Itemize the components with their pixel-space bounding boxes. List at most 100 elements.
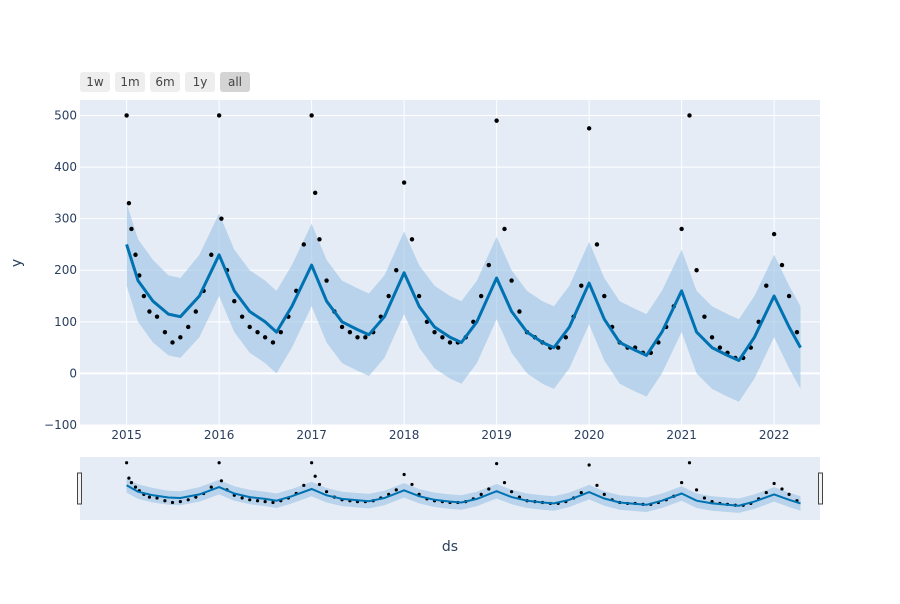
observed-point — [447, 340, 453, 345]
slider-point — [263, 500, 267, 504]
slider-point — [394, 488, 398, 492]
slider-point — [271, 500, 275, 505]
y-tick-label: 500 — [54, 108, 77, 122]
range-button-all[interactable]: all — [220, 72, 250, 92]
slider-point — [402, 472, 406, 477]
slider-point — [240, 496, 244, 500]
slider-point — [479, 492, 483, 496]
observed-point — [232, 298, 237, 304]
range-button-1w[interactable]: 1w — [80, 72, 110, 92]
observed-point — [324, 278, 329, 283]
uncertainty-band-area — [126, 203, 801, 402]
slider-point — [170, 500, 175, 505]
observed-point — [794, 329, 800, 335]
observed-point — [239, 314, 245, 319]
observed-point — [687, 113, 692, 118]
observed-point — [162, 329, 168, 335]
observed-point — [494, 118, 499, 123]
slider-point — [602, 492, 606, 496]
range-button-label: 6m — [155, 75, 174, 89]
slider-point — [587, 463, 591, 467]
range-button-bg — [220, 72, 250, 92]
slider-point — [310, 461, 314, 465]
slider-point — [787, 492, 791, 496]
range-button-1y[interactable]: 1y — [185, 72, 215, 92]
slider-point — [217, 461, 221, 465]
x-tick-label: 2015 — [111, 428, 142, 442]
observed-point — [709, 335, 715, 340]
observed-point — [312, 190, 318, 196]
range-slider-right-handle[interactable] — [818, 472, 823, 505]
range-button-bg — [80, 72, 110, 92]
x-axis-title: ds — [442, 539, 458, 555]
range-slider[interactable] — [77, 457, 823, 520]
observed-point — [416, 293, 422, 299]
range-slider-left-handle[interactable] — [77, 472, 82, 505]
y-tick-label: 300 — [54, 212, 77, 226]
slider-point — [764, 490, 768, 495]
observed-point — [556, 345, 561, 350]
uncertainty-band — [126, 203, 801, 402]
observed-point — [509, 278, 514, 283]
observed-point — [502, 226, 507, 232]
observed-point — [394, 268, 399, 273]
observed-point — [126, 200, 132, 206]
observed-point — [347, 329, 353, 335]
x-tick-label: 2017 — [296, 428, 327, 442]
slider-point — [127, 476, 131, 480]
slider-point — [194, 495, 198, 499]
observed-point — [679, 226, 684, 232]
observed-point — [764, 283, 769, 288]
observed-point — [771, 231, 777, 237]
range-button-label: 1w — [86, 75, 104, 89]
observed-point — [278, 329, 283, 335]
slider-point — [129, 481, 134, 485]
x-tick-label: 2019 — [481, 428, 512, 442]
slider-point — [178, 500, 182, 504]
slider-point — [410, 482, 414, 487]
y-axis-ticks: −100 0 100 200 300 400 500 — [44, 108, 77, 432]
observed-point — [786, 293, 792, 299]
slider-point — [313, 474, 317, 478]
slider-point — [509, 490, 514, 494]
observed-point — [432, 329, 437, 335]
x-axis-ticks: 2015 2016 2017 2018 2019 2020 2021 2022 — [111, 428, 789, 442]
range-button-6m[interactable]: 6m — [150, 72, 180, 92]
observed-point — [517, 309, 522, 314]
observed-point — [255, 329, 260, 335]
observed-point — [717, 345, 723, 350]
slider-point — [125, 461, 129, 465]
observed-point — [219, 216, 224, 221]
slider-point — [694, 488, 699, 492]
slider-point — [147, 495, 152, 499]
observed-point — [586, 126, 592, 131]
observed-point — [129, 226, 134, 232]
range-button-label: 1m — [120, 75, 139, 89]
observed-point — [594, 242, 600, 247]
observed-point — [486, 262, 491, 268]
slider-point — [780, 487, 784, 491]
observed-point — [401, 180, 407, 185]
slider-point — [255, 499, 260, 503]
observed-point — [409, 237, 415, 242]
x-tick-label: 2018 — [389, 428, 420, 442]
range-button-1m[interactable]: 1m — [115, 72, 145, 92]
observed-point — [124, 113, 129, 118]
observed-point — [170, 340, 175, 345]
trend-line — [125, 243, 802, 362]
observed-point — [317, 237, 322, 242]
slider-point — [595, 483, 599, 487]
observed-point — [579, 283, 584, 288]
y-axis-title: y — [9, 259, 25, 267]
slider-point — [155, 496, 159, 500]
observed-point — [154, 314, 160, 319]
slider-point — [502, 481, 507, 485]
observed-point — [209, 252, 214, 257]
observed-point — [602, 293, 607, 299]
slider-point — [133, 485, 138, 489]
observed-point — [355, 335, 360, 340]
observed-point — [133, 252, 138, 257]
slider-point — [209, 485, 213, 489]
slider-point — [302, 483, 306, 487]
